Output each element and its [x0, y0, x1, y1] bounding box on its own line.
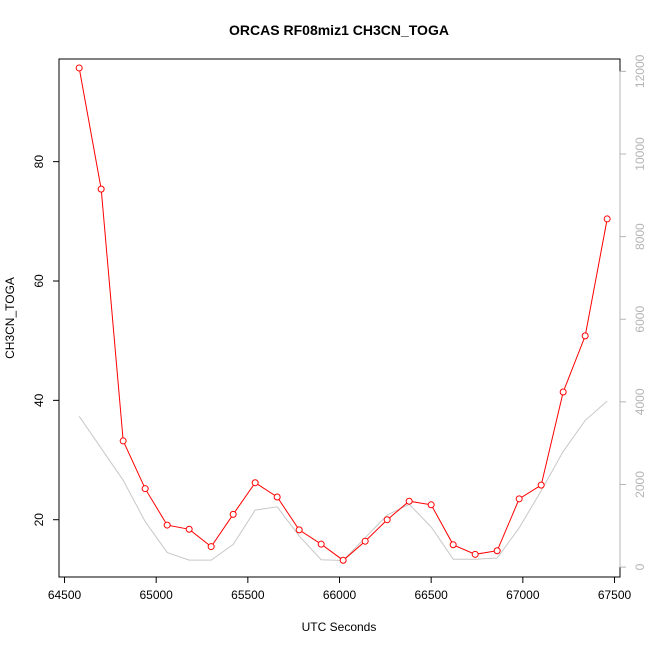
data-point — [581, 332, 589, 340]
series-line — [78, 67, 608, 561]
chart-title: ORCAS RF08miz1 CH3CN_TOGA — [229, 22, 449, 38]
data-point — [339, 556, 347, 564]
right-y-tick-label: 0 — [633, 563, 647, 570]
right-axis-series-line — [78, 400, 608, 562]
data-point — [383, 516, 391, 524]
data-point — [515, 495, 523, 503]
right-y-tick-label: 4000 — [633, 388, 647, 415]
data-point — [471, 550, 479, 558]
data-point — [405, 497, 413, 505]
y-tick-label: 80 — [32, 155, 46, 169]
data-point — [427, 501, 435, 509]
data-point — [603, 215, 611, 223]
data-point — [119, 437, 127, 445]
x-tick-label: 64500 — [48, 588, 82, 602]
right-y-tick-label: 8000 — [633, 223, 647, 250]
data-point — [251, 479, 259, 487]
right-y-tick-label: 2000 — [633, 471, 647, 498]
right-y-tick-label: 6000 — [633, 306, 647, 333]
data-point — [97, 185, 105, 193]
right-y-tick-label: 12000 — [633, 54, 647, 88]
data-point — [229, 510, 237, 518]
data-point — [361, 537, 369, 545]
y-tick-label: 60 — [32, 274, 46, 288]
right-y-tick-label: 10000 — [633, 137, 647, 171]
x-tick-label: 66500 — [414, 588, 448, 602]
data-point — [185, 525, 193, 533]
x-tick-label: 65000 — [139, 588, 173, 602]
data-point — [163, 521, 171, 529]
x-axis: 64500 65000 65500 66000 66500 67000 67500 — [48, 576, 632, 602]
y-tick-label: 20 — [32, 513, 46, 527]
right-y-axis: 0 2000 4000 6000 8000 10000 12000 — [619, 54, 647, 570]
x-tick-label: 66000 — [323, 588, 357, 602]
x-tick-label: 65500 — [231, 588, 265, 602]
data-point — [537, 481, 545, 489]
data-point — [317, 540, 325, 548]
data-point — [559, 388, 567, 396]
data-point — [207, 543, 215, 551]
y-axis: 20 40 60 80 — [32, 155, 60, 527]
series-layer — [75, 64, 611, 564]
data-point — [295, 526, 303, 534]
data-point — [273, 493, 281, 501]
y-tick-label: 40 — [32, 393, 46, 407]
x-axis-label: UTC Seconds — [302, 620, 377, 634]
data-point — [141, 485, 149, 493]
data-point — [493, 547, 501, 555]
data-point — [75, 64, 83, 72]
y-axis-label: CH3CN_TOGA — [3, 277, 17, 359]
x-tick-label: 67000 — [506, 588, 540, 602]
x-tick-label: 67500 — [598, 588, 632, 602]
data-point — [449, 541, 457, 549]
